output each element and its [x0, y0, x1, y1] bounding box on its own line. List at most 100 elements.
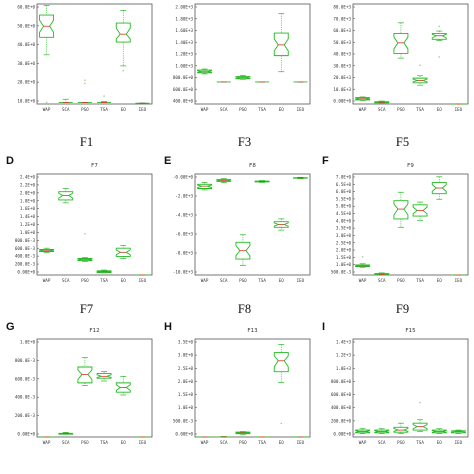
panel-caption: F8	[238, 302, 251, 316]
notched-box	[115, 382, 131, 393]
outlier-point	[438, 56, 441, 58]
box-wap	[39, 5, 55, 104]
panel-letter: G	[6, 321, 15, 333]
x-tick-label: SCA	[62, 107, 70, 112]
y-tick-label: 3.5E+0	[336, 226, 352, 231]
panel-title: F15	[405, 328, 416, 334]
panel-letter: E	[164, 155, 171, 167]
panel-letter: H	[164, 321, 172, 333]
x-tick-label: WAP	[201, 107, 209, 112]
box-eo	[115, 9, 131, 72]
y-tick-label: 200.0E-3	[15, 262, 36, 267]
plot-frame	[194, 338, 311, 438]
box-eo	[431, 428, 447, 434]
y-tick-label: 0.00E+0	[17, 270, 35, 275]
box-pso	[77, 357, 93, 387]
notched-box	[355, 97, 371, 101]
plot-frame	[352, 173, 469, 276]
notched-box	[355, 264, 371, 268]
chart-panel-6: 7.0E+0 6.5E+0 6.0E+0 5.5E+0 5.0E+0 4.5E+0 4.0E…	[322, 155, 469, 316]
box-pso	[77, 79, 92, 103]
notched-box	[115, 247, 131, 257]
y-tick-label: -2.0E+3	[175, 194, 193, 199]
y-tick-label: 10.0E+0	[17, 99, 35, 104]
x-tick-label: PSO	[397, 278, 405, 283]
box-eo	[115, 244, 131, 259]
x-tick-label: TSA	[416, 440, 424, 445]
box-tsa	[254, 180, 270, 183]
y-tick-label: 1.0E+3	[336, 366, 352, 371]
x-tick-label: EO	[437, 440, 443, 445]
y-tick-label: 1.5E+0	[178, 392, 194, 397]
notched-box	[96, 373, 112, 379]
x-tick-label: SCA	[378, 107, 386, 112]
y-tick-label: 1.2E+3	[336, 353, 352, 358]
notched-box	[412, 204, 428, 217]
outlier-point	[280, 422, 283, 425]
box-pso	[235, 431, 251, 435]
notched-box	[235, 241, 251, 260]
y-tick-label: 1.0E+0	[20, 230, 36, 235]
y-tick-label: 2.00E+3	[175, 5, 193, 10]
y-tick-label: 2.5E+0	[336, 240, 352, 245]
box-pso	[77, 232, 93, 262]
chart-panel-8: 3.5E+0 3.0E+0 2.5E+0 2.0E+0 1.5E+0 1.0E+0 500.…	[164, 321, 311, 445]
x-tick-label: TSA	[100, 278, 108, 283]
y-tick-label: 20.0E+3	[333, 75, 351, 80]
y-tick-label: 1.6E+0	[20, 206, 36, 211]
notched-box	[273, 352, 289, 373]
x-tick-label: EO	[279, 440, 285, 445]
panel-letter: D	[6, 155, 14, 167]
y-tick-label: 800.0E+0	[173, 75, 194, 80]
box-eo	[431, 176, 447, 200]
x-tick-label: SCA	[220, 107, 228, 112]
x-tick-label: PSO	[81, 107, 89, 112]
notched-box	[393, 200, 409, 220]
box-sca	[216, 436, 231, 438]
box-wap	[355, 428, 371, 434]
outlier-point	[84, 82, 86, 85]
x-tick-label: WAP	[43, 107, 51, 112]
x-tick-label: SCA	[62, 278, 70, 283]
chart-panel-1: 60.0E+0 50.0E+0 40.0E+0 30.0E+0 20.0E+0 10.0E…	[17, 3, 153, 149]
x-tick-label: IEO	[297, 107, 305, 112]
x-tick-label: WAP	[359, 440, 367, 445]
y-tick-label: 2.0E+0	[178, 379, 194, 384]
y-tick-label: 40.0E+0	[17, 42, 35, 47]
x-tick-label: IEO	[455, 278, 463, 283]
x-tick-label: EO	[279, 278, 285, 283]
outlier-point	[84, 79, 86, 81]
x-tick-label: IEO	[139, 278, 147, 283]
y-tick-label: 200.0E-3	[15, 413, 36, 418]
x-tick-label: SCA	[220, 278, 228, 283]
box-wap	[197, 68, 213, 75]
y-tick-label: 500.0E-3	[173, 418, 194, 423]
notched-box	[393, 32, 409, 54]
y-tick-label: 4.5E+0	[336, 211, 352, 216]
box-eo	[273, 218, 289, 231]
y-tick-label: 1.0E+0	[336, 262, 352, 267]
y-tick-label: 1.2E+0	[20, 222, 36, 227]
x-tick-label: PSO	[239, 107, 247, 112]
box-sca	[216, 178, 232, 183]
x-tick-label: SCA	[220, 440, 228, 445]
notched-box	[58, 432, 74, 435]
box-sca	[374, 272, 390, 276]
x-tick-label: PSO	[239, 278, 247, 283]
y-tick-label: 30.0E+3	[333, 63, 351, 68]
x-tick-label: TSA	[100, 107, 108, 112]
x-tick-label: PSO	[81, 440, 89, 445]
x-tick-label: WAP	[201, 278, 209, 283]
y-tick-label: 20.0E+0	[17, 80, 35, 85]
x-tick-label: PSO	[81, 278, 89, 283]
box-wap	[39, 247, 55, 253]
box-sca	[58, 188, 74, 204]
box-tsa	[96, 269, 112, 274]
notched-box	[412, 77, 428, 84]
panel-title: F9	[407, 163, 414, 169]
notched-box	[273, 221, 289, 228]
y-tick-label: -6.0E+3	[175, 232, 193, 237]
notched-box	[77, 366, 93, 384]
panel-title: F13	[247, 328, 258, 334]
outlier-point	[45, 101, 48, 104]
